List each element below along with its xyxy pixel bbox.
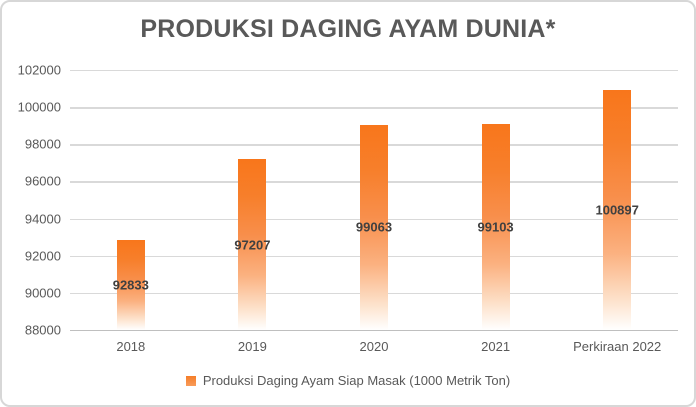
y-axis-tick-label: 90000 — [24, 285, 61, 301]
bar-perkiraan-2022 — [603, 90, 632, 330]
chart-title: PRODUKSI DAGING AYAM DUNIA* — [140, 15, 556, 43]
x-axis-line — [70, 330, 678, 332]
x-axis-category-label: 2018 — [116, 339, 146, 354]
bar-2019 — [238, 159, 267, 330]
bar-2018 — [116, 240, 145, 330]
legend-swatch-icon — [185, 375, 196, 386]
gridline — [70, 107, 678, 109]
x-axis-category-label: 2020 — [359, 339, 389, 354]
y-axis-tick-label: 102000 — [17, 62, 61, 78]
y-axis-tick-label: 92000 — [24, 248, 61, 264]
x-axis-category-label: 2019 — [237, 339, 267, 354]
bar-2020 — [360, 124, 388, 330]
data-label: 97207 — [234, 237, 271, 252]
bar-2021 — [481, 123, 510, 330]
x-axis-category-label: Perkiraan 2022 — [573, 339, 662, 354]
legend-label: Produksi Daging Ayam Siap Masak (1000 Me… — [202, 373, 511, 388]
y-axis-tick-label: 98000 — [24, 136, 61, 152]
data-label: 100897 — [595, 202, 639, 218]
data-label: 99063 — [355, 219, 393, 235]
data-label: 92833 — [112, 277, 149, 293]
y-axis-tick-label: 96000 — [24, 173, 61, 189]
x-axis-category-label: 2021 — [481, 339, 511, 354]
legend: Produksi Daging Ayam Siap Masak (1000 Me… — [2, 373, 694, 388]
data-label: 99103 — [477, 219, 514, 235]
gridline — [70, 70, 678, 72]
y-axis-tick-label: 88000 — [24, 322, 61, 338]
y-axis-tick-label: 94000 — [24, 211, 61, 227]
y-axis-tick-label: 100000 — [17, 99, 61, 115]
plot-area: 102000 100000 98000 96000 94000 92000 90000 880… — [18, 63, 678, 354]
